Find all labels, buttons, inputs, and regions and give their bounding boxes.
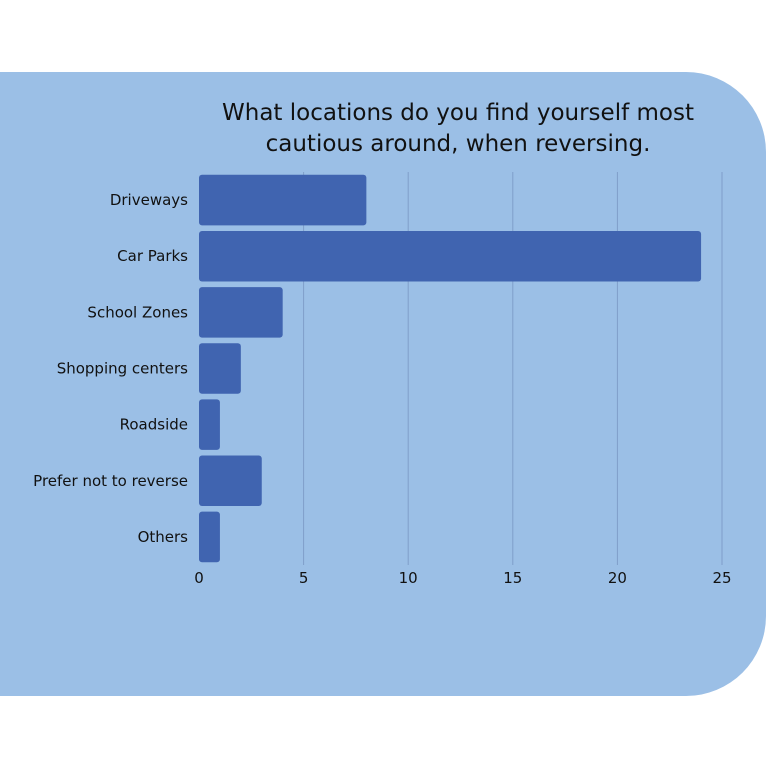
x-axis-tick-labels: 0 5 10 15 20 25	[194, 569, 731, 587]
x-tick-label-0: 0	[194, 569, 204, 587]
chart-title: What locations do you find yourself most…	[222, 100, 694, 157]
bar-car-parks	[199, 230, 702, 282]
bar-roadside	[199, 399, 220, 450]
bar-shopping-centers	[199, 343, 241, 394]
category-label-school-zones: School Zones	[87, 303, 188, 321]
chart-title-line-1: What locations do you find yourself most	[222, 100, 694, 126]
category-label-shopping-centers: Shopping centers	[57, 360, 188, 378]
category-label-others: Others	[138, 528, 189, 546]
bars	[199, 174, 702, 563]
bar-school-zones	[199, 287, 283, 338]
x-tick-label-20: 20	[608, 569, 627, 587]
bar-prefer-not-to-reverse	[199, 455, 262, 507]
chart-background-panel	[0, 72, 766, 696]
bar-driveways	[199, 174, 367, 226]
chart-title-line-2: cautious around, when reversing.	[266, 131, 651, 157]
category-labels: Driveways Car Parks School Zones Shopping c…	[33, 191, 188, 546]
category-label-prefer-not-to-reverse: Prefer not to reverse	[33, 472, 188, 490]
category-label-roadside: Roadside	[120, 416, 188, 434]
x-tick-label-15: 15	[503, 569, 522, 587]
x-tick-label-10: 10	[399, 569, 418, 587]
x-tick-label-5: 5	[299, 569, 309, 587]
x-tick-label-25: 25	[712, 569, 731, 587]
category-label-driveways: Driveways	[110, 191, 188, 209]
bar-others	[199, 511, 220, 563]
category-label-car-parks: Car Parks	[117, 247, 188, 265]
